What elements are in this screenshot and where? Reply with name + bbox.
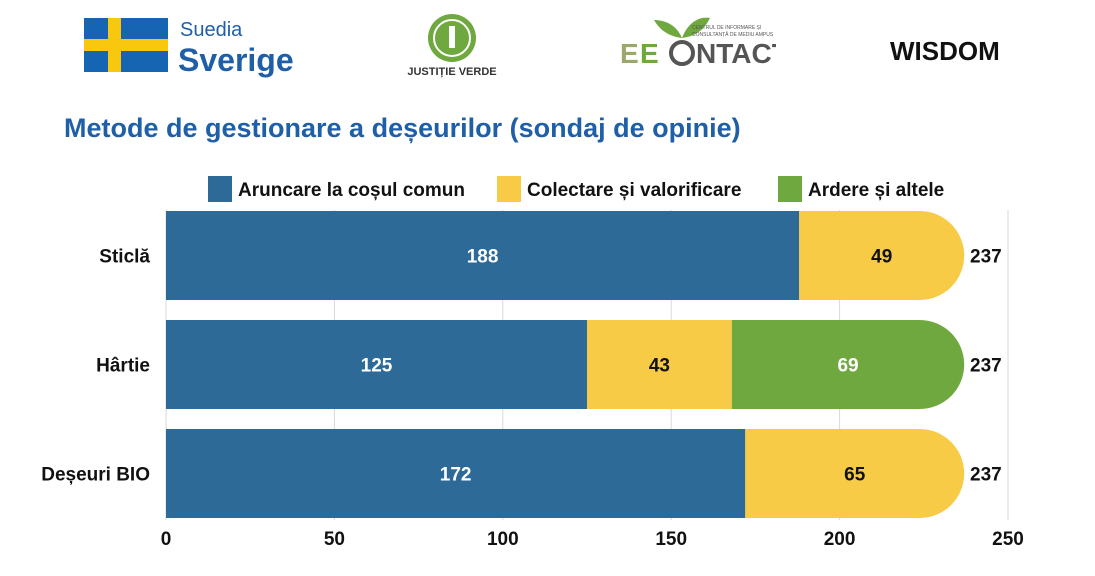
data-label: 125 (361, 356, 393, 377)
total-label: 237 (970, 247, 1002, 268)
logo-bar: Suedia Sverige JUSTIȚIE VERDE E E NTACT … (0, 0, 1095, 100)
legend-swatch (208, 176, 232, 202)
category-label: Sticlă (99, 247, 150, 268)
flag-cross-horizontal (84, 39, 168, 51)
chart-bars (166, 211, 965, 518)
sweden-logo: Suedia Sverige (84, 18, 294, 78)
justitie-verde-logo: JUSTIȚIE VERDE (407, 14, 497, 78)
bar-segment (731, 320, 965, 409)
data-label: 65 (844, 465, 866, 486)
chart-labels: Sticlă 188 49 237 Hârtie 125 43 69 237 Deșeuri BI… (41, 247, 1001, 486)
category-label: Deșeuri BIO (41, 465, 150, 486)
ecocontact-small-text-1: CENTRUL DE INFORMARE ȘI (692, 25, 761, 31)
ecocontact-logo: E E NTACT CENTRUL DE INFORMARE ȘI CONSUL… (620, 17, 776, 69)
legend-label: Aruncare la coșul comun (238, 180, 465, 201)
sweden-logo-line1: Suedia (180, 19, 243, 41)
total-label: 237 (970, 465, 1002, 486)
data-label: 188 (467, 247, 499, 268)
ecocontact-o-icon (669, 40, 695, 66)
x-tick-label: 150 (655, 529, 687, 550)
bar-segment (745, 429, 965, 518)
legend-label: Ardere și altele (808, 180, 944, 201)
bar-segment (587, 320, 732, 409)
x-tick-label: 250 (992, 529, 1024, 550)
ecocontact-e-text: E (640, 38, 659, 69)
x-tick-label: 50 (324, 529, 345, 550)
data-label: 172 (440, 465, 472, 486)
wisdom-text: WISDOM (890, 36, 1000, 66)
x-tick-label: 200 (824, 529, 856, 550)
data-label: 43 (649, 356, 670, 377)
justitie-verde-text: JUSTIȚIE VERDE (407, 66, 496, 78)
emblem-ring (433, 19, 471, 57)
ecocontact-right-text: NTACT (696, 38, 776, 69)
ecocontact-left-text: E (620, 38, 639, 69)
total-label: 237 (970, 356, 1002, 377)
ecocontact-small-text-2: CONSULTANȚĂ DE MEDIU AMPUS (692, 31, 774, 38)
data-label: 49 (871, 247, 892, 268)
chart-x-axis: 0 50 100 150 200 250 (161, 529, 1024, 550)
wisdom-logo: WISDOM (890, 36, 1000, 66)
leaf-right-icon (682, 17, 710, 38)
leaf-left-icon (654, 20, 682, 38)
legend-swatch (497, 176, 521, 202)
bar-segment (166, 211, 800, 300)
bar-segment (166, 320, 587, 409)
legend-label: Colectare și valorificare (527, 180, 741, 201)
sweden-logo-line2: Sverige (178, 42, 294, 78)
x-tick-label: 100 (487, 529, 519, 550)
x-tick-label: 0 (161, 529, 172, 550)
emblem-column (449, 26, 455, 48)
chart-legend: Aruncare la coșul comun Colectare și valo… (208, 176, 944, 202)
data-label: 69 (837, 356, 858, 377)
bar-segment (799, 211, 965, 300)
chart-title: Metode de gestionare a deșeurilor (sonda… (64, 113, 741, 143)
legend-swatch (778, 176, 802, 202)
bar-segment (166, 429, 746, 518)
category-label: Hârtie (96, 356, 150, 377)
